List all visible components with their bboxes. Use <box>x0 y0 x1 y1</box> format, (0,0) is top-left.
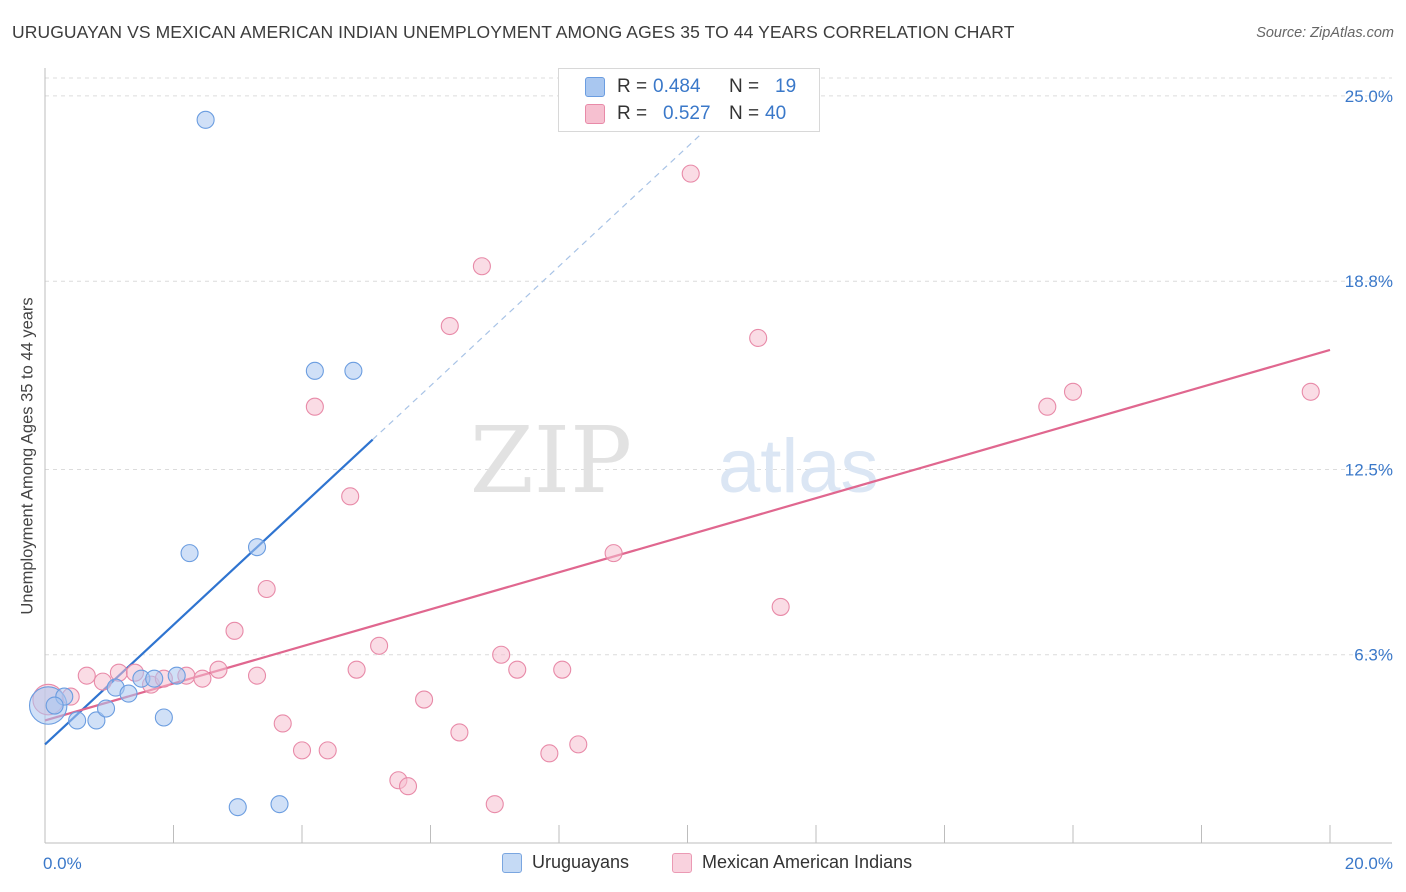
legend-n-value: 40 <box>765 103 787 124</box>
point-uruguayans <box>145 669 164 688</box>
point-mexican-american-indians <box>305 397 324 416</box>
point-mexican-american-indians <box>508 660 527 679</box>
trend-line-extension-uruguayans <box>372 134 701 441</box>
point-mexican-american-indians <box>681 164 700 183</box>
y-axis-label: Unemployment Among Ages 35 to 44 years <box>18 297 37 615</box>
point-uruguayans <box>247 538 267 557</box>
series-legend-mexican-american-indians: Mexican American Indians <box>672 852 912 873</box>
point-mexican-american-indians <box>77 666 96 685</box>
point-mexican-american-indians <box>257 579 276 599</box>
point-uruguayans <box>119 684 138 703</box>
series-swatch-mexican-american-indians <box>672 852 692 873</box>
point-mexican-american-indians <box>193 669 212 688</box>
watermark: ZIP atlas <box>470 407 879 514</box>
point-mexican-american-indians <box>569 735 588 754</box>
series-legend-uruguayans: Uruguayans <box>502 852 629 873</box>
legend-r-value: 0.484 <box>653 76 701 97</box>
legend-n-label: N = <box>729 103 760 124</box>
point-uruguayans <box>45 696 64 715</box>
watermark-atlas: atlas <box>718 424 879 509</box>
series-legend: Uruguayans Mexican American Indians <box>0 852 1406 876</box>
data-points <box>28 110 1320 817</box>
point-uruguayans <box>154 708 173 727</box>
point-mexican-american-indians <box>109 663 128 682</box>
point-uruguayans <box>96 699 116 718</box>
point-uruguayans <box>344 361 363 380</box>
point-mexican-american-indians <box>472 257 491 276</box>
legend-r-value: 0.527 <box>663 103 711 124</box>
point-mexican-american-indians <box>341 487 360 506</box>
point-mexican-american-indians <box>1038 397 1057 416</box>
point-mexican-american-indians <box>318 741 337 760</box>
legend-row-uruguayans: R = 0.484 N = 19 <box>585 75 796 99</box>
point-uruguayans <box>180 544 199 563</box>
correlation-legend: R = 0.484 N = 19 R = 0.527 N = 40 <box>558 68 820 132</box>
legend-n-label: N = <box>729 76 760 97</box>
series-label-mexican-american-indians: Mexican American Indians <box>702 852 913 872</box>
y-tick-label: 25.0% <box>1345 87 1393 106</box>
point-mexican-american-indians <box>440 316 459 336</box>
point-mexican-american-indians <box>450 723 469 742</box>
y-tick-label: 6.3% <box>1354 646 1393 665</box>
point-mexican-american-indians <box>492 645 511 664</box>
trend-line-uruguayans <box>44 438 374 746</box>
point-mexican-american-indians <box>604 544 623 563</box>
point-mexican-american-indians <box>1301 382 1320 401</box>
y-tick-label: 18.8% <box>1345 272 1393 291</box>
series-swatch-uruguayans <box>502 852 522 873</box>
point-mexican-american-indians <box>771 597 790 616</box>
point-mexican-american-indians <box>347 660 366 679</box>
point-mexican-american-indians <box>398 777 418 796</box>
series-label-uruguayans: Uruguayans <box>532 852 630 872</box>
point-uruguayans <box>167 666 186 685</box>
point-mexican-american-indians <box>247 666 267 685</box>
point-mexican-american-indians <box>553 660 572 679</box>
point-mexican-american-indians <box>415 690 434 709</box>
point-mexican-american-indians <box>292 741 312 760</box>
point-mexican-american-indians <box>209 660 228 679</box>
watermark-zip: ZIP <box>470 407 632 514</box>
point-uruguayans <box>196 110 215 129</box>
point-uruguayans <box>305 361 324 380</box>
point-mexican-american-indians <box>485 795 504 814</box>
tick-labels: 6.3% 12.5% 18.8% 25.0% 0.0% 20.0% <box>43 87 1393 873</box>
point-mexican-american-indians <box>749 328 768 348</box>
point-mexican-american-indians <box>273 714 292 733</box>
legend-r-label: R = <box>617 103 648 124</box>
trend-lines <box>44 134 1331 746</box>
y-tick-label: 12.5% <box>1345 460 1393 479</box>
x-tick-label: 20.0% <box>1345 854 1393 873</box>
point-uruguayans <box>87 711 106 730</box>
point-mexican-american-indians <box>225 621 244 640</box>
source-credit: Source: ZipAtlas.com <box>1256 25 1394 41</box>
legend-row-mexican-american-indians: R = 0.527 N = 40 <box>585 102 786 126</box>
point-mexican-american-indians <box>370 636 389 655</box>
x-tick-label: 0.0% <box>43 854 82 873</box>
trend-line-mexican-american-indians <box>44 348 1331 722</box>
legend-swatch-uruguayans <box>585 77 605 97</box>
point-uruguayans <box>228 798 247 817</box>
point-mexican-american-indians <box>540 744 559 763</box>
legend-swatch-mexican-american-indians <box>585 104 605 124</box>
legend-r-label: R = <box>617 76 648 97</box>
point-uruguayans <box>68 711 87 730</box>
chart-title: URUGUAYAN VS MEXICAN AMERICAN INDIAN UNE… <box>12 22 1015 42</box>
point-mexican-american-indians <box>1063 382 1083 401</box>
point-uruguayans <box>270 795 289 814</box>
legend-n-value: 19 <box>775 76 797 97</box>
gridlines <box>45 77 1392 656</box>
